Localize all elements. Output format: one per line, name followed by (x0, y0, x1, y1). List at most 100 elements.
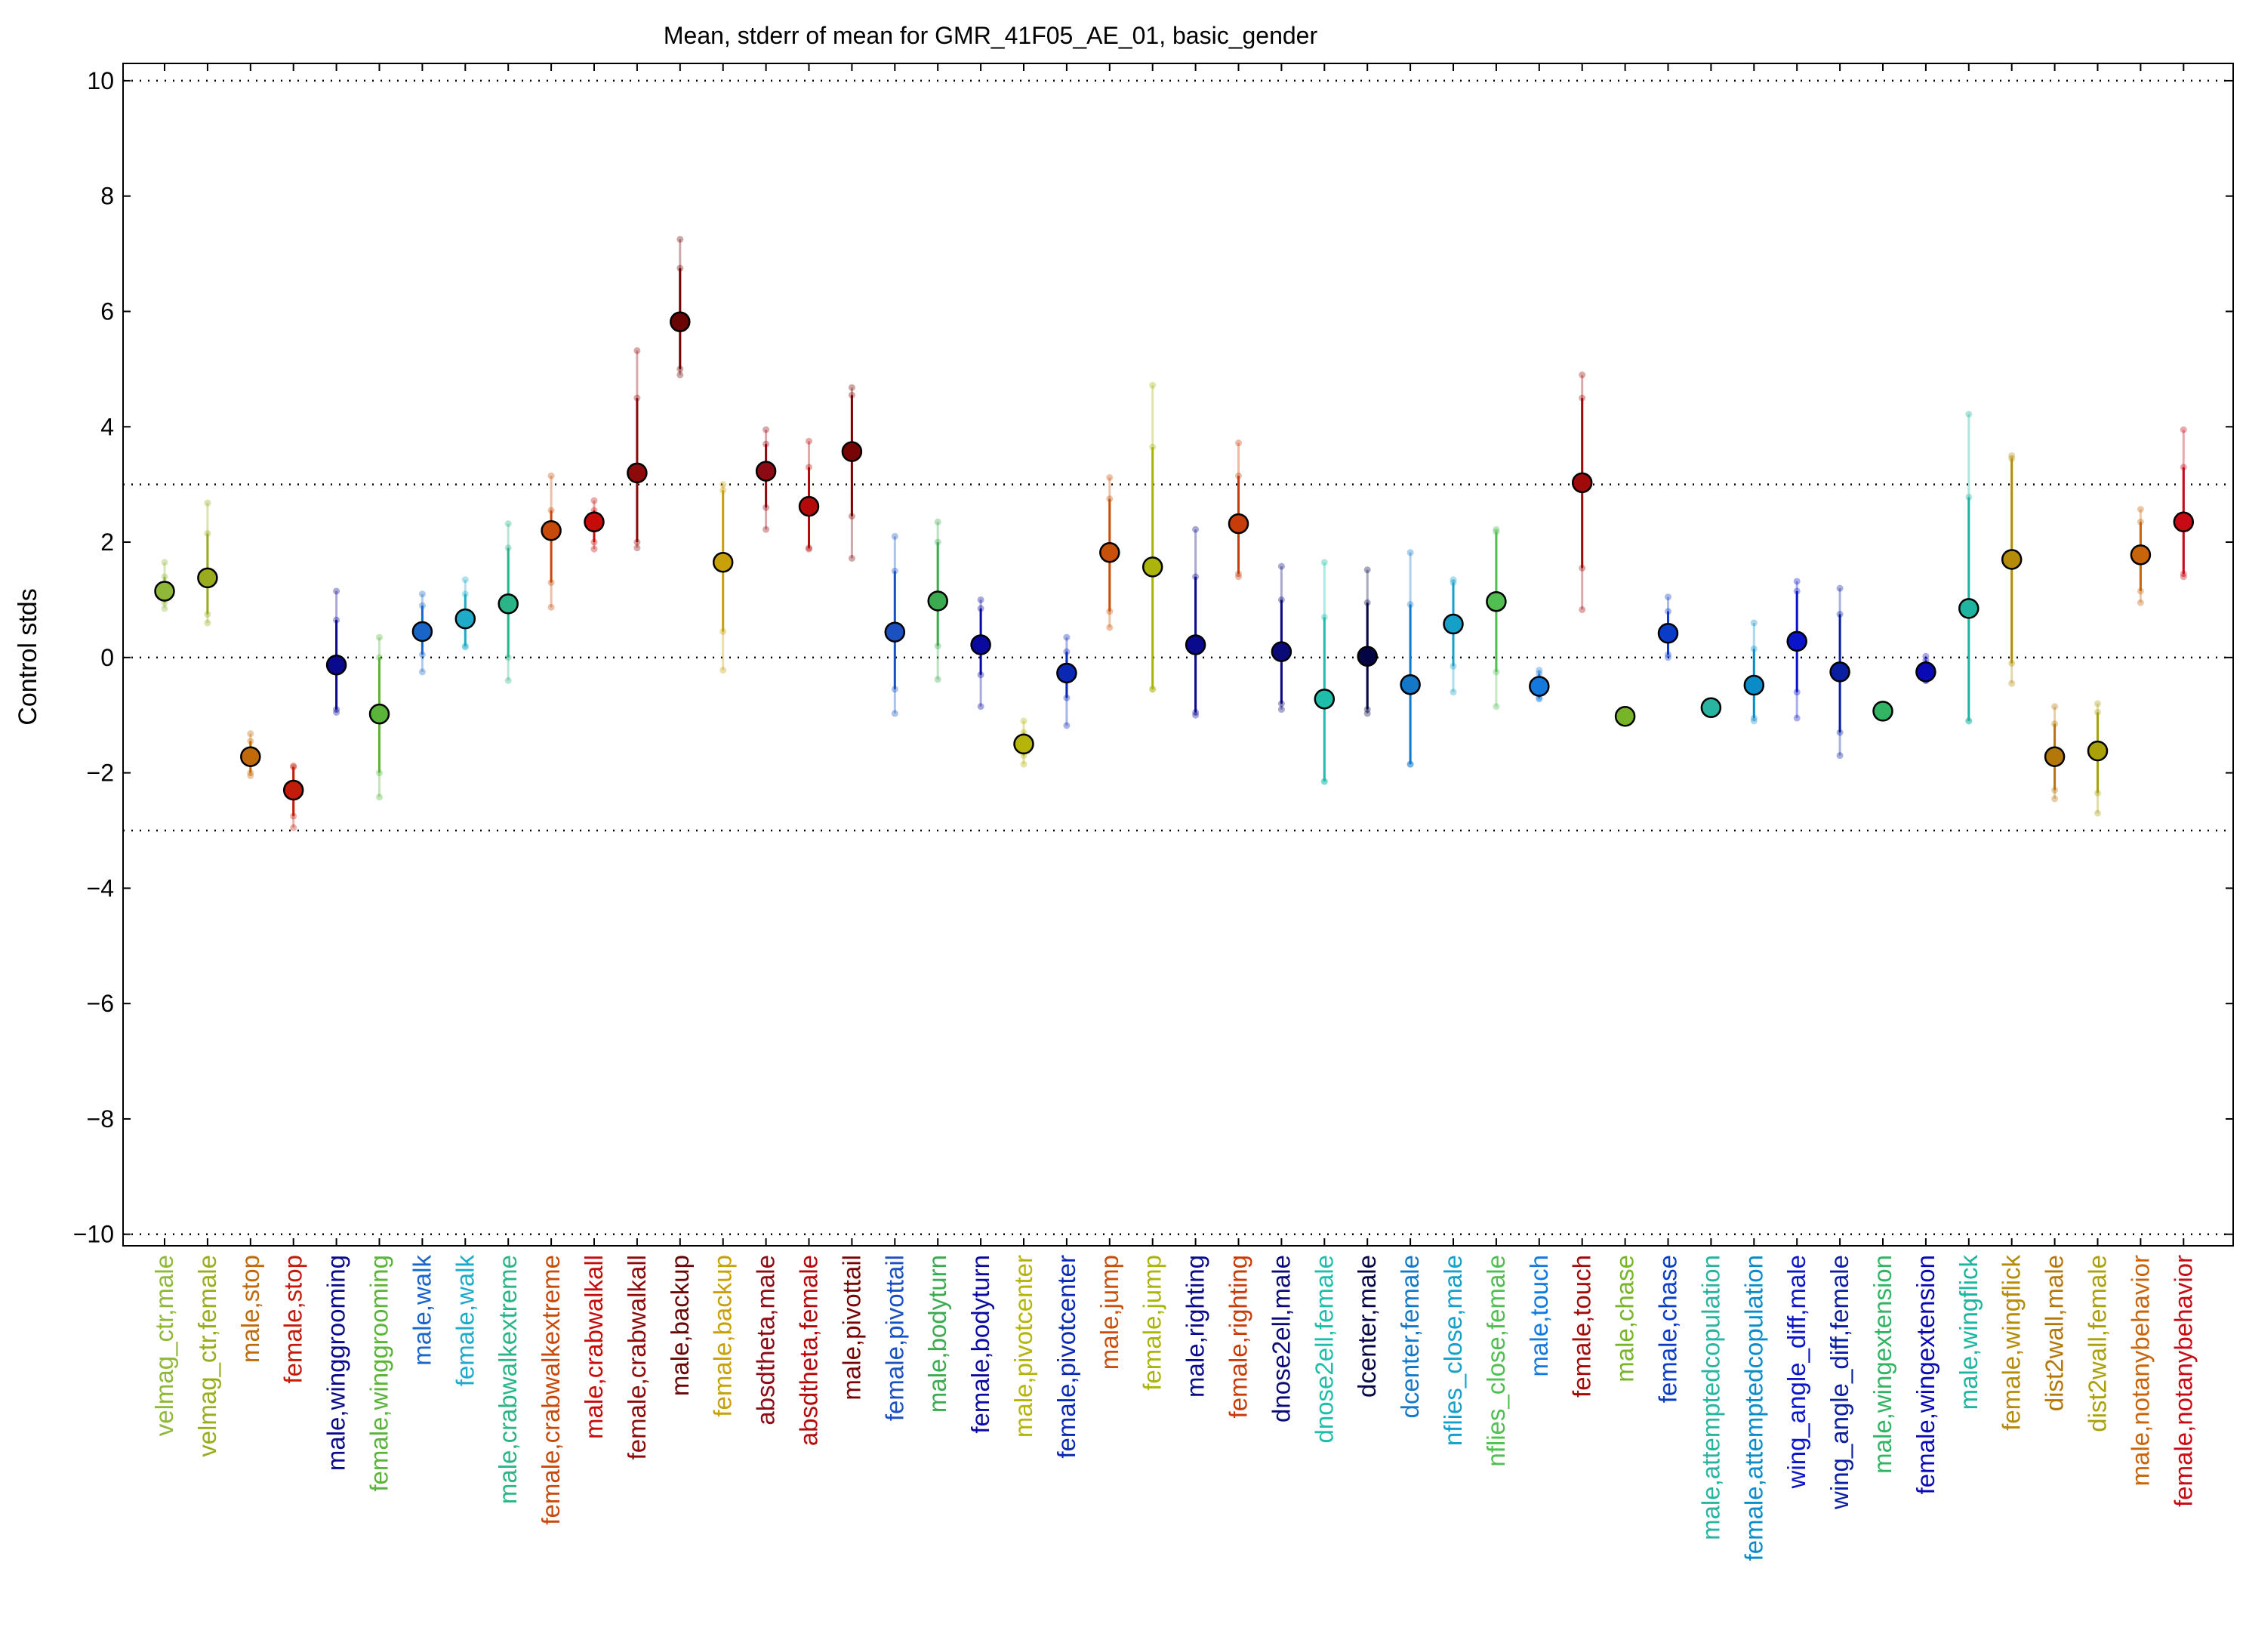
range-end-dot (247, 730, 254, 738)
x-axis: velmag_ctr,male velmag_ctr,female male,sto… (150, 63, 2197, 1561)
x-tick-label: male,pivottail (837, 1255, 865, 1401)
range-end-dot (1750, 714, 1758, 722)
range-end-dot (1836, 729, 1844, 736)
x-tick-label: dnose2ell,male (1267, 1255, 1295, 1422)
mean-marker (798, 495, 820, 517)
range-end-dot (247, 738, 254, 745)
range-end-dot (1750, 645, 1758, 652)
range-end-dot (418, 651, 426, 658)
range-end-dot (977, 703, 984, 710)
reference-lines (123, 79, 2233, 1235)
range-end-dot (1363, 566, 1371, 574)
mean-marker (1872, 701, 1893, 722)
range-end-dot (1149, 686, 1157, 693)
range-end-dot (1793, 587, 1801, 595)
range-end-dot (204, 619, 211, 627)
range-end-dot (247, 772, 254, 779)
range-end-dot (977, 671, 984, 679)
range-end-dot (1020, 717, 1027, 725)
range-end-dot (1450, 579, 1457, 587)
range-end-dot (1106, 608, 1114, 615)
range-end-dot (547, 507, 555, 514)
range-end-dot (1235, 439, 1242, 447)
range-end-dot (806, 464, 812, 471)
range-end-dot (763, 440, 770, 448)
range-end-dot (1406, 760, 1414, 768)
range-end-dot (590, 497, 598, 504)
range-end-dot (1277, 700, 1285, 707)
range-end-dot (1149, 381, 1157, 389)
range-end-dot (1536, 667, 1543, 674)
range-end-dot (934, 676, 941, 683)
x-tick-label: dcenter,male (1353, 1255, 1381, 1398)
range-end-dot (2094, 789, 2101, 797)
x-tick-label: female,winggrooming (365, 1255, 393, 1492)
x-tick-label: female,crabwalkextreme (537, 1255, 565, 1525)
range-end-dot (2051, 703, 2059, 710)
range-end-dot (2008, 680, 2016, 687)
range-end-dot (1750, 717, 1758, 725)
range-end-dot (547, 472, 555, 479)
range-end-dot (161, 573, 168, 581)
range-end-dot (418, 668, 426, 676)
x-tick-label: absdtheta,female (795, 1255, 823, 1446)
range-end-dot (1750, 619, 1758, 627)
range-end-dot (461, 576, 469, 584)
range-end-dot (1192, 573, 1200, 581)
mean-marker (1400, 673, 1421, 695)
range-end-dot (1149, 686, 1157, 693)
x-tick-label: male,stop (236, 1255, 264, 1363)
range-end-dot (247, 769, 254, 777)
range-end-dot (2137, 518, 2144, 525)
mean-marker (411, 621, 433, 643)
x-tick-label: female,crabwalkall (623, 1255, 651, 1459)
range-end-dot (1793, 689, 1801, 696)
range-end-dot (848, 391, 855, 399)
range-end-dot (676, 365, 684, 373)
mean-marker (1958, 598, 1979, 619)
range-end-dot (676, 264, 684, 272)
mean-marker (541, 520, 562, 541)
mean-marker (197, 567, 218, 589)
x-tick-label: female,righting (1225, 1255, 1252, 1418)
range-end-dot (719, 486, 727, 494)
mean-marker (1443, 613, 1464, 635)
range-end-dot (1406, 549, 1414, 556)
range-end-dot (719, 667, 727, 674)
range-end-dot (633, 544, 641, 552)
x-tick-label: female,stop (279, 1255, 307, 1384)
range-end-dot (1793, 714, 1801, 722)
range-end-dot (763, 426, 770, 433)
x-tick-label: absdtheta,male (752, 1255, 780, 1425)
x-tick-label: velmag_ctr,male (150, 1255, 178, 1436)
range-end-dot (1277, 562, 1285, 570)
range-end-dot (1493, 528, 1500, 535)
range-end-dot (1063, 694, 1071, 701)
x-tick-label: female,wingextension (1912, 1255, 1939, 1494)
range-end-dot (763, 504, 770, 511)
x-tick-label: male,backup (666, 1255, 694, 1396)
range-end-dot (1277, 706, 1285, 714)
range-end-dot (461, 643, 469, 650)
x-tick-label: dcenter,female (1396, 1255, 1424, 1418)
range-end-dot (1665, 651, 1671, 658)
x-tick-label: dnose2ell,female (1310, 1255, 1338, 1444)
y-tick-label: −4 (87, 874, 114, 902)
range-end-dot (461, 643, 469, 651)
range-end-dot (376, 654, 383, 661)
mean-marker (1529, 676, 1550, 697)
range-end-dot (1363, 706, 1371, 714)
y-tick-label: 0 (100, 644, 114, 671)
mean-marker (1099, 542, 1120, 563)
range-end-dot (2137, 599, 2144, 606)
mean-marker (1357, 646, 1378, 667)
mean-marker (670, 311, 691, 332)
range-end-dot (1536, 695, 1543, 703)
x-tick-label: female,backup (709, 1255, 737, 1417)
range-end-dot (1106, 495, 1114, 503)
x-tick-label: dist2wall,male (2041, 1255, 2069, 1411)
range-end-dot (1965, 410, 1973, 418)
x-tick-label: female,jump (1138, 1255, 1166, 1391)
mean-marker (627, 462, 648, 484)
